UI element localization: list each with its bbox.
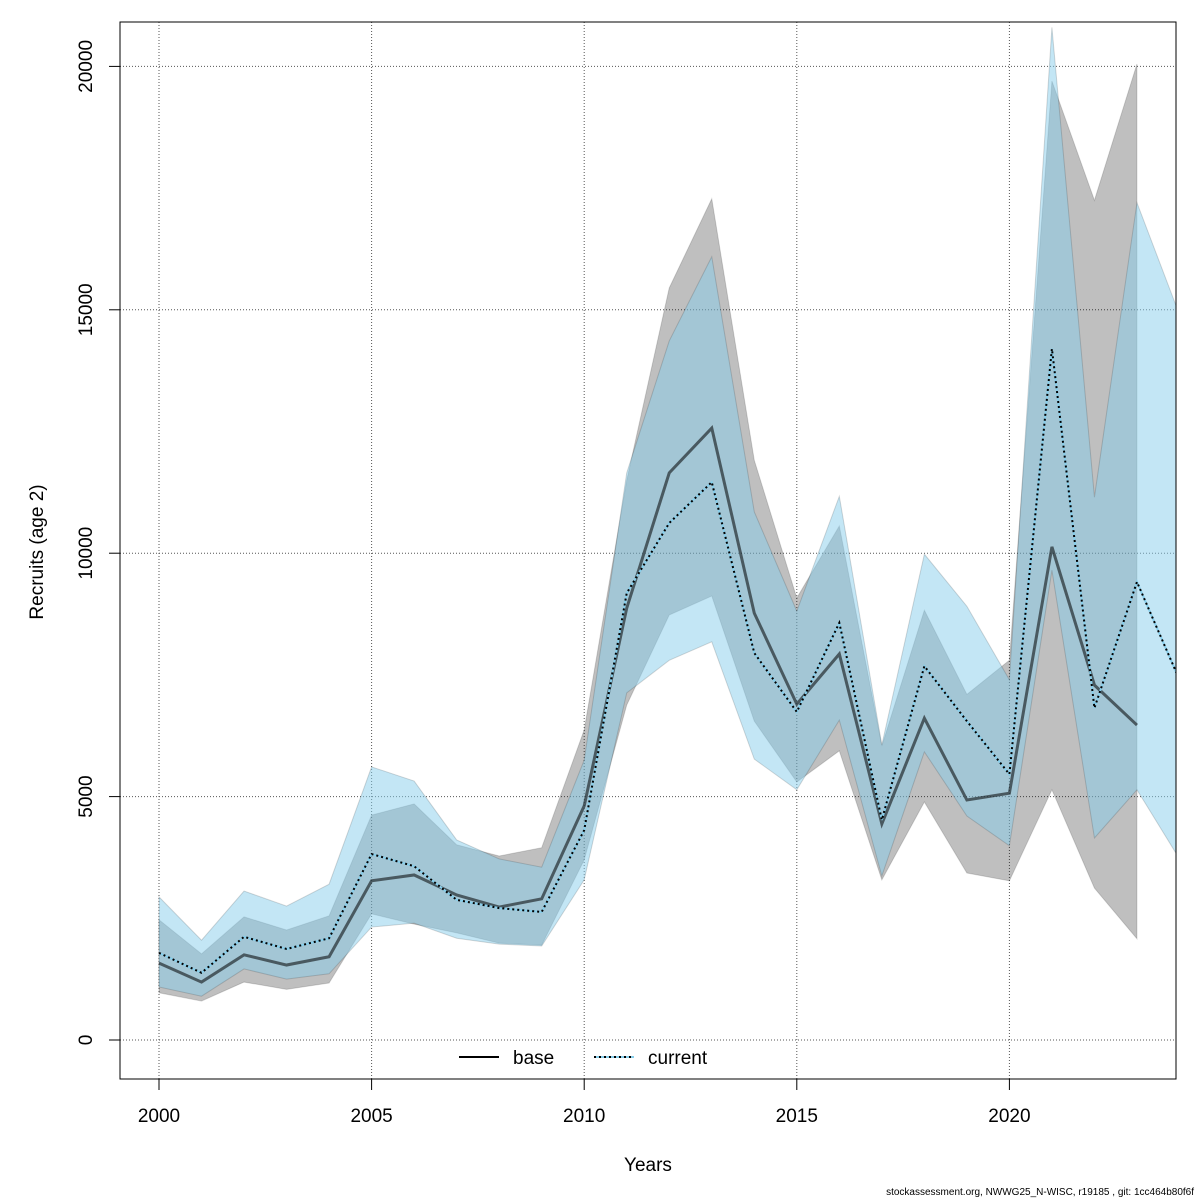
y-tick-label: 20000 (76, 40, 97, 93)
x-tick-label: 2000 (138, 1106, 180, 1127)
y-axis: 0 5000 10000 15000 20000 (76, 40, 120, 1045)
y-tick-label: 0 (76, 1035, 97, 1046)
x-tick-label: 2010 (563, 1106, 605, 1127)
x-axis: 2000 2005 2010 2015 2020 (138, 1079, 1031, 1127)
x-tick-label: 2015 (776, 1106, 818, 1127)
band-current (158, 27, 1176, 997)
y-axis-label: Recruits (age 2) (27, 484, 48, 619)
line-current (158, 348, 1176, 974)
legend-base-label: base (513, 1048, 554, 1069)
confidence-bands (158, 27, 1176, 1002)
line-base (158, 425, 1138, 984)
x-tick-label: 2005 (350, 1106, 392, 1127)
x-tick-label: 2020 (988, 1106, 1030, 1127)
y-tick-label: 5000 (76, 775, 97, 817)
y-tick-label: 10000 (76, 527, 97, 580)
legend: base current (459, 1048, 708, 1069)
x-axis-label: Years (624, 1155, 672, 1176)
series-lines (158, 348, 1176, 984)
legend-current-label: current (648, 1048, 708, 1069)
y-tick-label: 15000 (76, 283, 97, 336)
plot-frame (119, 21, 1177, 1080)
footer-credit: stockassessment.org, NWWG25_N-WISC, r191… (886, 1187, 1194, 1198)
